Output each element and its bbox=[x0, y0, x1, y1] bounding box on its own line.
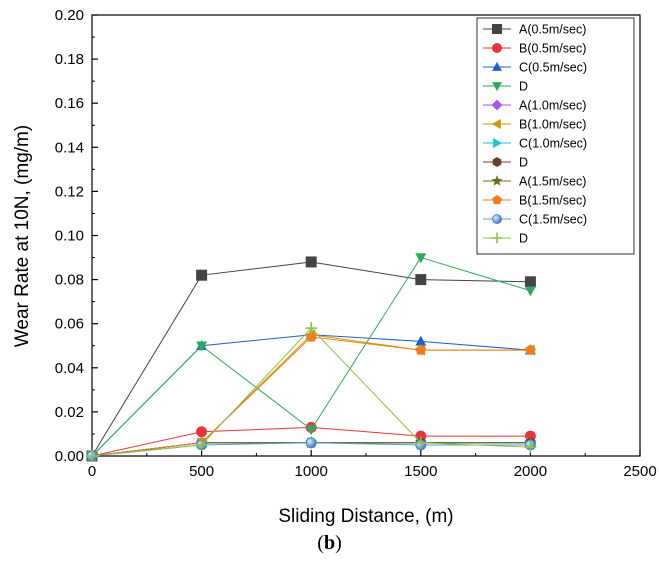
legend-item: A(0.5m/sec) bbox=[483, 23, 586, 37]
legend-marker-triangle-left bbox=[491, 119, 501, 129]
legend-item: D bbox=[483, 80, 528, 94]
legend-item: C(0.5m/sec) bbox=[483, 61, 587, 75]
legend-marker-hexagon bbox=[492, 157, 502, 167]
x-tick-label: 1500 bbox=[404, 463, 437, 480]
x-tick-label: 2500 bbox=[623, 463, 656, 480]
legend-item: D bbox=[483, 232, 528, 246]
legend-label: B(1.0m/sec) bbox=[519, 118, 586, 132]
series-4 bbox=[86, 253, 536, 462]
legend-marker-square bbox=[492, 24, 502, 34]
legend-label: B(1.5m/sec) bbox=[519, 194, 586, 208]
y-tick-label: 0.18 bbox=[55, 51, 84, 68]
legend-label: A(0.5m/sec) bbox=[519, 23, 586, 37]
legend-item: C(1.5m/sec) bbox=[483, 213, 587, 227]
y-tick-label: 0.02 bbox=[55, 404, 84, 421]
data-point-square bbox=[524, 276, 536, 288]
legend-label: C(1.5m/sec) bbox=[519, 213, 587, 227]
data-point-sphere bbox=[305, 437, 317, 449]
data-point-square bbox=[196, 269, 208, 281]
legend-marker-plus bbox=[491, 232, 503, 244]
y-tick-label: 0.08 bbox=[55, 272, 84, 289]
legend-item: D bbox=[483, 156, 528, 170]
data-point-plus bbox=[86, 450, 98, 462]
legend-item: B(1.5m/sec) bbox=[483, 194, 586, 208]
caption-close-paren: ) bbox=[335, 532, 342, 554]
legend-marker-diamond bbox=[491, 99, 503, 111]
series-12 bbox=[86, 322, 537, 462]
x-tick-label: 1000 bbox=[295, 463, 328, 480]
legend-marker-triangle-down bbox=[492, 82, 502, 92]
data-point-triangle-down bbox=[305, 425, 317, 436]
wear-rate-chart: 0 500 1000 1500 2000 2500 0.00 0.02 0.04 0.06 0.08… bbox=[12, 7, 657, 527]
y-axis-label: Wear Rate at 10N, (mg/m) bbox=[12, 125, 33, 347]
x-tick-label: 500 bbox=[189, 463, 214, 480]
legend-label: D bbox=[519, 156, 528, 170]
legend-marker-triangle-up bbox=[492, 61, 502, 71]
legend-label: A(1.5m/sec) bbox=[519, 175, 586, 189]
data-point-pentagon bbox=[415, 344, 427, 355]
legend-item: A(1.5m/sec) bbox=[483, 175, 586, 189]
legend-marker-triangle-right bbox=[493, 138, 503, 148]
y-tick-label: 0.04 bbox=[55, 360, 84, 377]
legend-marker-star bbox=[491, 175, 503, 186]
legend-item: B(1.0m/sec) bbox=[483, 118, 586, 132]
legend-box bbox=[476, 17, 635, 255]
legend-label: D bbox=[519, 232, 528, 246]
data-point-square bbox=[305, 256, 317, 268]
data-point-plus bbox=[195, 438, 208, 451]
y-tick-label: 0.06 bbox=[55, 316, 84, 333]
data-point-pentagon bbox=[524, 344, 536, 355]
y-tick-label: 0.12 bbox=[55, 183, 84, 200]
x-tick-label: 0 bbox=[88, 463, 96, 480]
legend-marker-circle bbox=[492, 43, 502, 53]
legend-label: A(1.0m/sec) bbox=[519, 99, 586, 113]
data-point-square bbox=[415, 274, 427, 286]
caption-letter: b bbox=[323, 532, 336, 554]
legend-item: B(0.5m/sec) bbox=[483, 42, 586, 56]
legend-label: B(0.5m/sec) bbox=[519, 42, 586, 56]
figure-caption: (b) bbox=[0, 532, 659, 555]
legend-label: C(0.5m/sec) bbox=[519, 61, 587, 75]
legend-marker-sphere bbox=[492, 214, 502, 224]
legend-label: C(1.0m/sec) bbox=[519, 137, 587, 151]
data-point-triangle-up bbox=[415, 335, 427, 346]
data-point-triangle-down bbox=[415, 253, 427, 264]
data-point-pentagon bbox=[305, 331, 317, 342]
legend-item: A(1.0m/sec) bbox=[483, 99, 586, 113]
legend-label: D bbox=[519, 80, 528, 94]
legend-item: C(1.0m/sec) bbox=[483, 137, 587, 151]
data-point-plus bbox=[414, 436, 427, 449]
y-tick-label: 0.00 bbox=[55, 448, 84, 465]
legend-marker-pentagon bbox=[492, 194, 502, 205]
data-point-triangle-down bbox=[524, 286, 536, 297]
y-tick-label: 0.16 bbox=[55, 95, 84, 112]
x-axis-label: Sliding Distance, (m) bbox=[278, 506, 453, 527]
data-point-plus bbox=[524, 441, 537, 454]
y-tick-label: 0.10 bbox=[55, 228, 84, 245]
data-point-triangle-down bbox=[196, 341, 208, 352]
data-point-plus bbox=[305, 322, 318, 335]
y-tick-label: 0.20 bbox=[55, 7, 84, 24]
x-tick-label: 2000 bbox=[514, 463, 547, 480]
caption-open-paren: ( bbox=[317, 532, 324, 554]
y-tick-label: 0.14 bbox=[55, 139, 84, 156]
data-point-circle bbox=[196, 426, 208, 438]
